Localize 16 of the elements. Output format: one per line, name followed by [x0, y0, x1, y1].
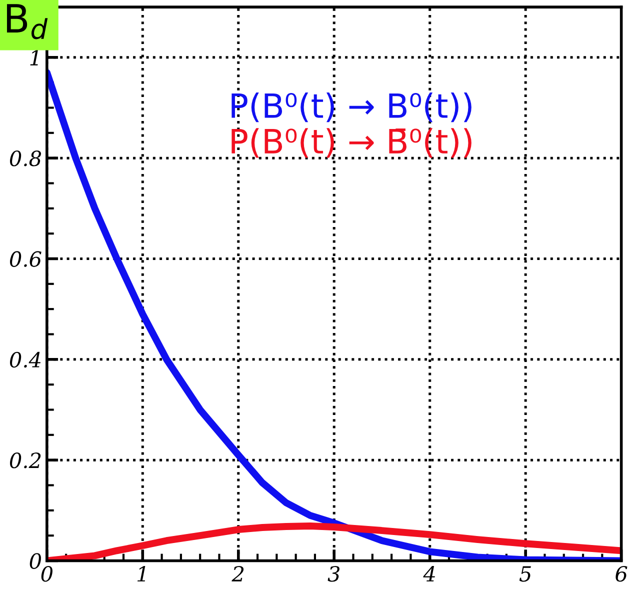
- y-tick-label: 0.2: [10, 452, 41, 468]
- text: P(B⁰(t) → B̄⁰(t)): [232, 128, 472, 158]
- text: P(B⁰(t) → B⁰(t)): [232, 92, 472, 122]
- x-tick-label: 6: [616, 566, 628, 582]
- y-tick-label: 1: [30, 50, 38, 66]
- annotation: B$_{d}$: [6, 4, 48, 40]
- y-tick-label: 0: [30, 553, 41, 569]
- x-tick-label: 3: [328, 566, 340, 582]
- y-tick-label: 0.4: [10, 352, 41, 368]
- y-tick-label: 0.6: [10, 251, 42, 267]
- x-tick-label: 4: [423, 566, 435, 582]
- x-tick-label: 0: [41, 566, 52, 582]
- x-tick-label: 5: [519, 566, 531, 582]
- x-tick-label: 1: [137, 566, 146, 582]
- y-tick-label: 0.8: [10, 150, 42, 166]
- x-tick-label: 2: [232, 566, 244, 582]
